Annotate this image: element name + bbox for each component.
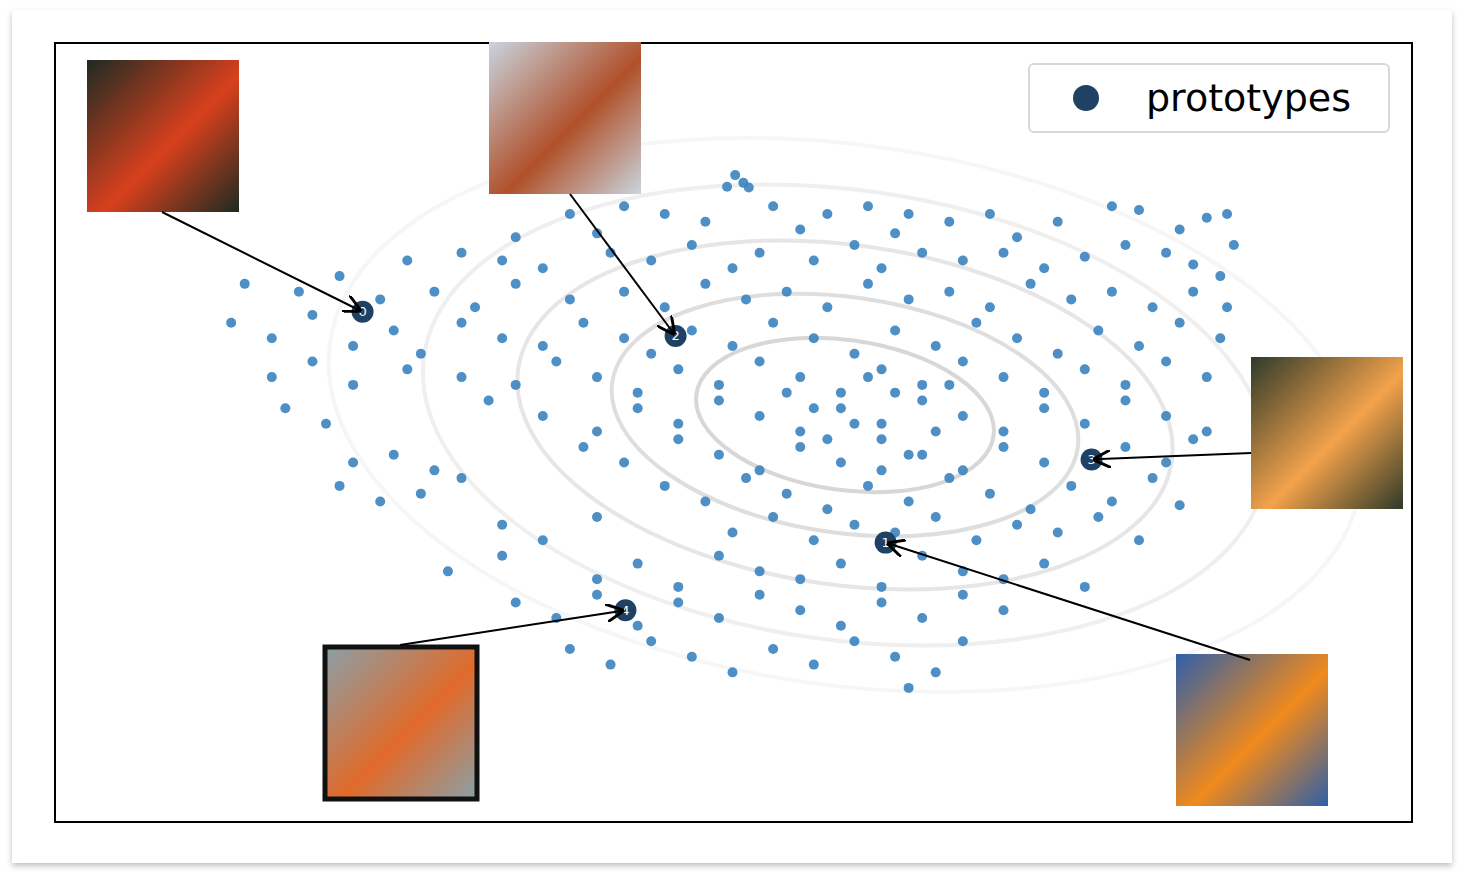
svg-text:1: 1 [881, 535, 889, 550]
svg-text:0: 0 [358, 304, 366, 319]
html-text:prototypes: prototypes [1146, 76, 1351, 120]
svg-text:2: 2 [671, 328, 680, 344]
svg-text:3: 3 [1087, 452, 1095, 467]
svg-text:4: 4 [621, 603, 629, 618]
